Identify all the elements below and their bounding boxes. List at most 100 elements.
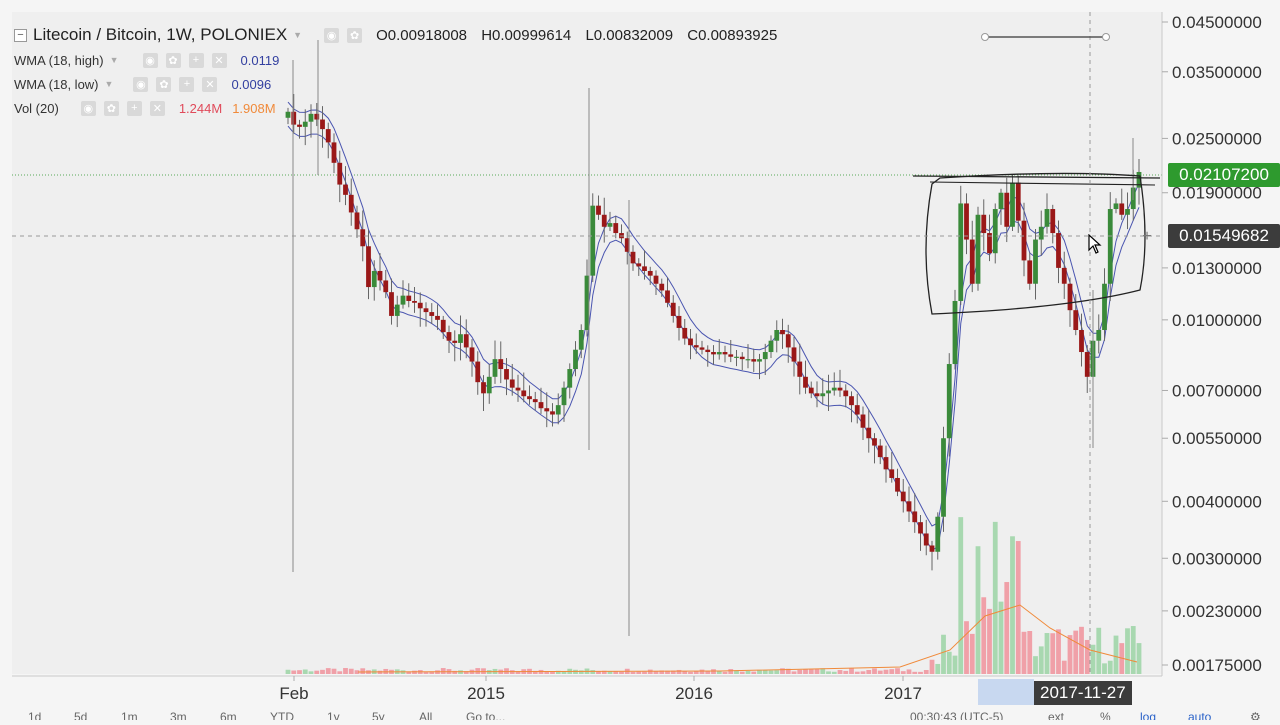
volume-bar [843, 670, 849, 674]
candle-body [366, 246, 371, 288]
user-drawings[interactable] [912, 172, 1161, 315]
candle-body [613, 223, 619, 234]
candle-body [711, 352, 716, 355]
candle-body [803, 376, 808, 388]
candle-layer [285, 40, 1142, 636]
eye-icon[interactable]: ◉ [324, 27, 340, 43]
indicator-name[interactable]: WMA (18, low) [14, 76, 99, 92]
eye-icon[interactable]: ◉ [133, 76, 149, 92]
volume-bar [463, 671, 469, 674]
volume-bar [883, 669, 889, 674]
range-all[interactable]: All [419, 710, 433, 720]
range-ytd[interactable]: YTD [270, 710, 294, 720]
time-axis[interactable]: Feb 2015 2016 2017 [279, 676, 1034, 705]
candle-body [987, 233, 992, 254]
range-5y[interactable]: 5y [372, 710, 385, 720]
volume-bar [693, 671, 699, 674]
indicator-wma-high[interactable]: WMA (18, high) ▼ ◉ ✿ + ✕ 0.0119 [14, 48, 787, 72]
candle-body [504, 369, 509, 380]
candle-body [343, 184, 348, 195]
indicator-name[interactable]: WMA (18, high) [14, 52, 104, 68]
chevron-down-icon[interactable]: ▼ [109, 55, 119, 65]
candle-body [831, 387, 837, 391]
candle-body [676, 315, 682, 328]
volume-bar [1044, 633, 1050, 674]
eye-icon[interactable]: ◉ [80, 100, 96, 116]
candle-body [1033, 239, 1038, 284]
indicator-wma-low[interactable]: WMA (18, low) ▼ ◉ ✿ + ✕ 0.0096 [14, 72, 787, 96]
symbol-caret-icon[interactable]: ▼ [293, 30, 303, 40]
high-label: H [481, 26, 493, 44]
symbol-title[interactable]: Litecoin / Bitcoin, 1W, POLONIEX [33, 25, 288, 44]
indicator-value: 0.0096 [231, 76, 272, 92]
collapse-legend-icon[interactable]: − [14, 28, 27, 42]
candle-body [642, 266, 647, 271]
candle-body [423, 308, 429, 313]
candle-body [578, 330, 584, 350]
candle-body [659, 283, 665, 291]
auto-toggle[interactable]: auto [1188, 710, 1212, 720]
range-6m[interactable]: 6m [220, 710, 237, 720]
volume-bar [722, 671, 728, 674]
add-icon[interactable]: + [126, 100, 142, 116]
candle-body [331, 142, 337, 163]
range-1y[interactable]: 1y [327, 710, 340, 720]
ext-toggle[interactable]: ext [1048, 710, 1065, 720]
log-toggle[interactable]: log [1140, 710, 1157, 720]
volume-bar [544, 671, 550, 674]
candle-body [866, 427, 872, 439]
candle-body [452, 340, 458, 343]
chevron-down-icon[interactable]: ▼ [104, 79, 114, 89]
drawn-range-box [925, 172, 1146, 315]
add-alert-plus-icon[interactable]: + [1142, 228, 1152, 245]
settings-gear-icon[interactable]: ⚙ [1250, 710, 1261, 720]
gear-icon[interactable]: ✿ [165, 52, 181, 68]
eye-icon[interactable]: ◉ [142, 52, 158, 68]
volume-bar [1130, 626, 1136, 674]
indicator-name[interactable]: Vol (20) [14, 100, 59, 116]
price-tick-label: 0.00400000 [1172, 492, 1262, 511]
candle-body [860, 414, 866, 428]
volume-bar [688, 671, 693, 674]
candle-body [325, 129, 331, 143]
volume-bar [320, 669, 325, 674]
add-icon[interactable]: + [188, 52, 204, 68]
candle-body [1107, 209, 1113, 284]
goto-button[interactable]: Go to... [466, 710, 506, 720]
candle-body [906, 501, 912, 512]
range-1d[interactable]: 1d [28, 710, 42, 720]
close-icon[interactable]: ✕ [149, 100, 165, 116]
percent-toggle[interactable]: % [1100, 710, 1111, 720]
drawing-slider-right-handle[interactable] [1102, 33, 1110, 41]
gear-icon[interactable]: ✿ [156, 76, 172, 92]
drawing-slider-left-handle[interactable] [981, 33, 989, 41]
candle-body [446, 332, 452, 341]
volume-bar [780, 668, 785, 674]
gear-icon[interactable]: ✿ [347, 27, 363, 43]
candle-body [337, 162, 343, 185]
volume-bar [808, 668, 814, 674]
volume-bar [791, 671, 797, 674]
ohlc-values: O0.00918008 H0.00999614 L0.00832009 C0.0… [376, 27, 787, 44]
price-axis[interactable]: 0.04500000 0.03500000 0.02500000 0.01900000… [1162, 13, 1262, 675]
gear-icon[interactable]: ✿ [103, 100, 119, 116]
candle-body [872, 438, 877, 446]
candle-body [371, 270, 377, 288]
indicator-volume[interactable]: Vol (20) ◉ ✿ + ✕ 1.244M 1.908M [14, 96, 787, 120]
close-icon[interactable]: ✕ [202, 76, 218, 92]
volume-bar [929, 659, 935, 674]
volume-bar [705, 671, 711, 674]
volume-bar [1102, 663, 1107, 674]
add-icon[interactable]: + [179, 76, 195, 92]
candle-body [435, 315, 440, 320]
range-5d[interactable]: 5d [74, 710, 88, 720]
close-icon[interactable]: ✕ [211, 52, 227, 68]
range-1m[interactable]: 1m [121, 710, 138, 720]
volume-bar [952, 655, 958, 674]
candle-body [469, 347, 475, 362]
range-3m[interactable]: 3m [170, 710, 187, 720]
volume-bar [360, 668, 366, 674]
volume-bar [912, 671, 918, 674]
